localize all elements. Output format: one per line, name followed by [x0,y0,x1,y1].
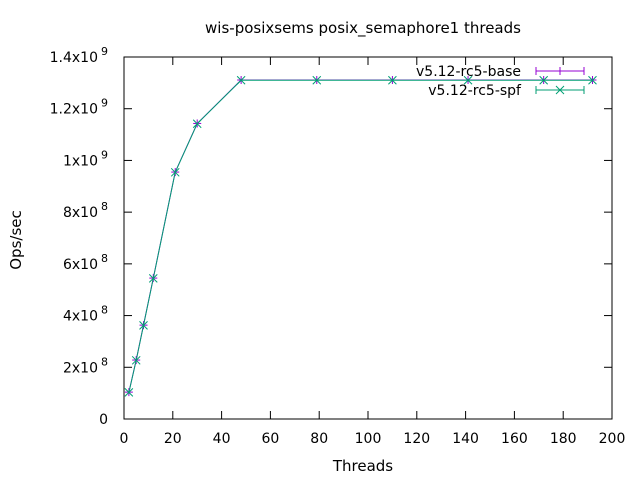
x-tick-label: 160 [501,431,528,447]
x-axis-label: Threads [332,457,393,475]
data-point [170,167,180,177]
y-axis: 0 2x10 8 4x10 8 6x10 8 8x10 8 1x10 9 1.2x10 9 1.4x10 9 [50,45,612,428]
legend-marker [556,67,564,75]
data-point [124,388,134,397]
x-tick-label: 20 [164,431,182,447]
plot-frame [123,56,613,420]
x-tick-label: 180 [550,431,577,447]
series-layer [124,75,597,397]
x-tick-label: 80 [310,431,328,447]
legend-marker [555,85,565,95]
data-point [463,75,473,85]
x-axis: 0 20 40 60 80 100 120 140 160 180 200 [120,57,626,447]
x-tick-label: 0 [120,431,129,447]
data-point [236,75,246,85]
y-tick-label: 2x10 8 [63,355,108,376]
data-point [139,321,148,330]
data-point [312,75,322,85]
y-tick-label: 1.4x10 9 [50,45,108,66]
data-point [148,273,158,283]
x-tick-label: 100 [355,431,382,447]
legend-label: v5.12-rc5-spf [428,83,522,99]
data-point [131,355,141,365]
y-tick-label: 0 [99,412,108,428]
chart-title: wis-posixsems posix_semaphore1 threads [205,19,521,38]
series-line-0 [128,79,593,393]
data-point [388,75,397,85]
x-tick-label: 200 [599,431,626,447]
y-axis-label: Ops/sec [7,210,25,270]
y-tick-label: 1x10 9 [63,148,108,169]
x-tick-label: 120 [403,431,430,447]
data-point [588,75,597,85]
x-tick-label: 40 [213,431,231,447]
x-tick-label: 140 [452,431,479,447]
y-tick-label: 1.2x10 9 [50,97,108,118]
legend-label: v5.12-rc5-base [416,64,521,80]
series-line-1 [128,79,593,393]
x-tick-label: 60 [261,431,279,447]
y-tick-label: 8x10 8 [63,200,108,221]
legend: v5.12-rc5-base v5.12-rc5-spf [416,64,585,99]
y-tick-label: 4x10 8 [63,304,108,325]
y-tick-label: 6x10 8 [63,252,108,273]
data-point [539,75,549,85]
data-point [192,119,202,129]
